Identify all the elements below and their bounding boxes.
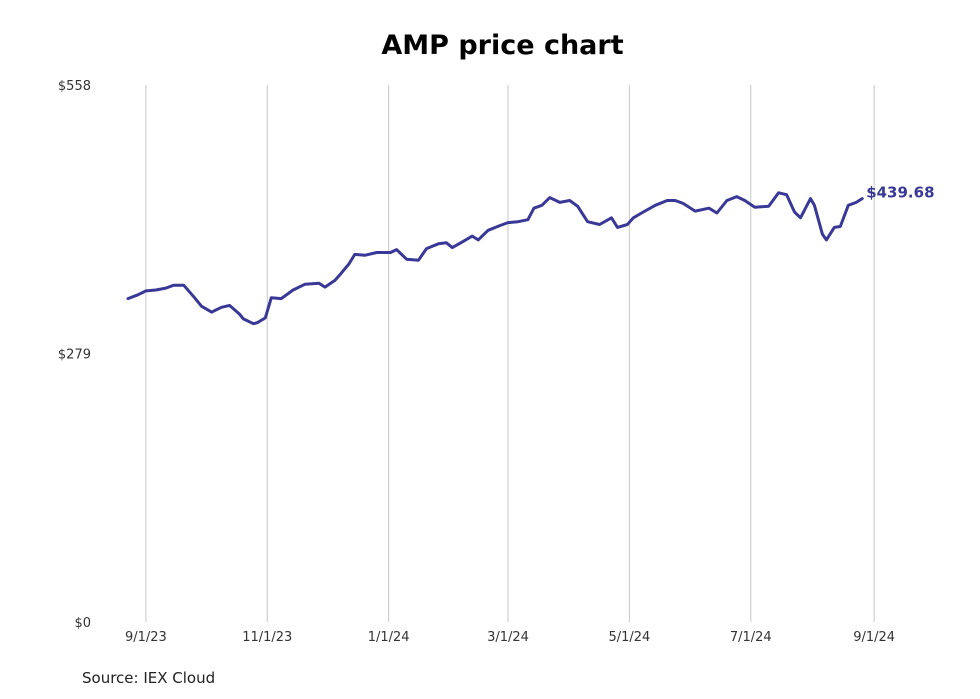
- x-tick-label: 7/1/24: [730, 630, 772, 645]
- x-tick-label: 11/1/23: [242, 630, 292, 645]
- price-series: $439.68: [126, 184, 935, 326]
- x-tick-label: 5/1/24: [608, 630, 650, 645]
- price-line: [126, 191, 864, 326]
- x-tick-label: 9/1/23: [125, 630, 167, 645]
- last-value-label: $439.68: [866, 184, 934, 202]
- x-axis-ticks: 9/1/23 11/1/23 1/1/24 3/1/24 5/1/24 7/1/24 9/1…: [125, 630, 895, 645]
- x-tick-label: 9/1/24: [853, 630, 895, 645]
- chart-title: AMP price chart: [381, 30, 624, 61]
- y-tick-label: $558: [58, 79, 91, 94]
- x-tick-label: 3/1/24: [487, 630, 529, 645]
- y-axis-ticks: $0 $279 $558: [58, 79, 91, 631]
- x-tick-label: 1/1/24: [368, 630, 410, 645]
- source-note: Source: IEX Cloud: [82, 669, 216, 687]
- vertical-gridlines: [145, 85, 875, 622]
- y-tick-label: $279: [58, 348, 91, 363]
- y-tick-label: $0: [74, 616, 91, 631]
